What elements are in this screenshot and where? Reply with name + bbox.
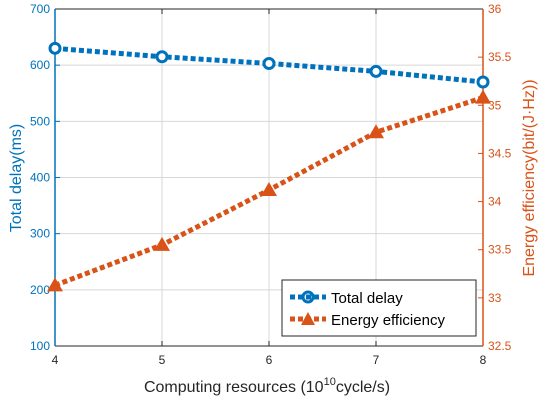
y-left-tick-label-4: 500 [30,114,50,128]
y-right-tick-label-1: 33 [488,291,502,305]
x-tick-label-2: 6 [266,353,273,367]
y-left-tick-label-1: 200 [30,283,50,297]
y-right-tick-label-0: 32.5 [488,339,512,353]
y-left-tick-label-3: 400 [30,171,50,185]
y-right-tick-label-5: 35 [488,98,502,112]
data-point-total-delay-3 [369,64,383,78]
data-point-energy-efficiency-0 [47,277,63,292]
data-point-total-delay-2 [262,56,276,70]
data-point-total-delay-4 [476,75,490,89]
legend-box [281,279,477,337]
legend-label-total-delay: Total delay [331,290,403,307]
y-left-tick-label-2: 300 [30,227,50,241]
labels-layer: Computing resources (1010cycle/s) Total … [8,79,538,396]
data-point-energy-efficiency-3 [368,124,384,139]
data-point-energy-efficiency-1 [154,236,170,251]
x-axis-label-superscript: 10 [324,376,336,388]
series-layer [47,41,491,292]
y-right-tick-label-3: 34 [488,195,502,209]
data-point-total-delay-1 [155,50,169,64]
x-tick-label-3: 7 [373,353,380,367]
x-axis-label-tail: cycle/s) [336,379,390,396]
y-axis-label-right: Energy efficiency(bit/(J·Hz)) [521,79,538,276]
y-left-tick-label-0: 100 [30,339,50,353]
legend: Total delay Energy efficiency [281,279,477,337]
x-axis-label-main: Computing resources (10 [144,379,324,396]
y-left-tick-label-5: 600 [30,58,50,72]
x-tick-label-0: 4 [52,353,59,367]
data-point-energy-efficiency-2 [261,182,277,197]
x-tick-label-1: 5 [159,353,166,367]
y-right-tick-label-4: 34.5 [488,146,512,160]
legend-marker-energy-efficiency [301,312,315,325]
legend-marker-total-delay [301,290,315,304]
y-axis-label-left: Total delay(ms) [8,124,25,232]
axes: 4 5 6 7 8 100 200 300 400 500 600 700 32.5 33 33.5 34 34… [30,2,512,367]
data-point-total-delay-0 [48,41,62,55]
x-axis-label: Computing resources (1010cycle/s) [144,376,390,396]
y-right-tick-label-2: 33.5 [488,243,512,257]
data-point-energy-efficiency-4 [475,89,491,104]
x-tick-label-4: 8 [480,353,487,367]
y-left-tick-label-6: 700 [30,2,50,16]
y-right-tick-label-7: 36 [488,2,502,16]
y-right-tick-label-6: 35.5 [488,50,512,64]
legend-label-energy-efficiency: Energy efficiency [331,312,445,329]
